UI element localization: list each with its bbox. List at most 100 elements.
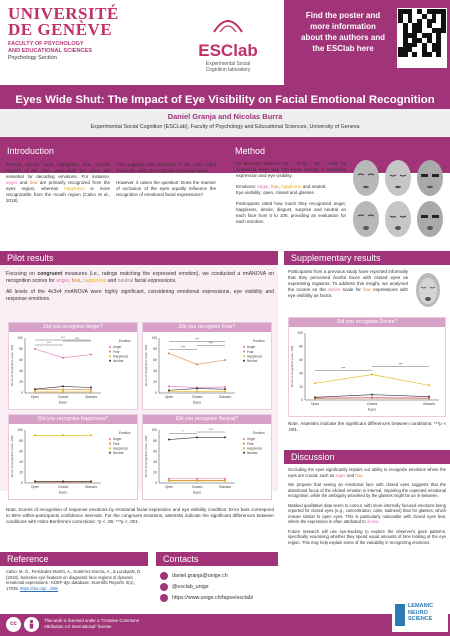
y-tick-label: 60: [153, 449, 157, 453]
reference-header: Reference: [0, 552, 148, 566]
pilot-p2: All levels of the 4x3x4 rmANOVA were hig…: [6, 289, 274, 302]
emotion-anger: anger: [257, 184, 269, 189]
x-axis-label: Eyes: [193, 401, 201, 405]
y-axis-label: Score of recognition (max. 100): [10, 436, 14, 478]
contact-url[interactable]: https://www.unige.ch/fapse/esclab/: [172, 594, 254, 601]
pilot-p1: Focusing on congruent measures (i.e., ra…: [6, 271, 275, 284]
data-point: [168, 477, 170, 480]
legend-entry: Neutral: [247, 451, 258, 455]
email-icon: [160, 571, 168, 580]
contact-email-row[interactable]: daniel.granja@unige.ch: [160, 570, 282, 581]
chart-happiness: Did you recognise Happiness? 0 20 40 60 80 100…: [8, 414, 138, 500]
legend-entry: Happiness: [113, 446, 128, 450]
legend-swatch: [109, 442, 111, 445]
y-tick-label: 80: [153, 439, 157, 443]
significance-label: ***: [75, 337, 80, 341]
x-tick-label: Open: [31, 485, 39, 489]
legend-title: Emotion: [253, 431, 265, 435]
reference-doi-link[interactable]: https://doi.org/.../d8n: [19, 585, 59, 591]
significance-label: ***: [47, 341, 52, 345]
legend-entry: Anger: [247, 437, 256, 441]
series-line-happiness: [314, 374, 430, 386]
data-point: [196, 479, 198, 482]
data-point: [62, 356, 64, 359]
data-point: [196, 436, 198, 439]
eyes-mark: [357, 214, 375, 217]
y-tick-label: 100: [17, 428, 23, 432]
x-tick-label: Glasses: [85, 485, 98, 489]
series-line-anger: [34, 348, 92, 359]
method-participants: 50 bachelor students (M = 22.82 ; SD = 4…: [236, 161, 346, 178]
data-point: [34, 390, 36, 393]
data-point: [224, 479, 226, 482]
legend-swatch: [243, 350, 245, 353]
data-point: [90, 480, 92, 483]
discussion-p3: Masked qualitative data seem to concur, …: [288, 502, 446, 525]
data-point: [224, 385, 226, 388]
data-point: [62, 434, 64, 437]
contacts-header: Contacts: [156, 552, 278, 566]
face-stimulus: [353, 160, 379, 196]
significance-label: ***: [209, 428, 214, 432]
chart-title: Did you recognise Desire?: [289, 318, 445, 327]
chart-fear: Did you recognise Fear? 0 20 40 60 80 100 Score…: [142, 322, 272, 410]
pilot-text: Focusing on congruent measures (i.e., ra…: [6, 271, 274, 303]
chart-neutral: Did you recognise Neutral? 0 20 40 60 80 100 Sc…: [142, 414, 272, 500]
x-tick-label: Closed: [58, 395, 69, 399]
legend-swatch: [109, 346, 111, 348]
legend-swatch: [109, 359, 111, 362]
face-stimulus: [417, 201, 443, 237]
data-point: [428, 395, 430, 398]
chart-anger: Did you recognise Anger? 0 20 40 60 80 100 Scor…: [8, 322, 138, 410]
y-tick-label: 20: [153, 380, 157, 384]
x-axis-label: Eyes: [368, 408, 376, 412]
contact-handle-row[interactable]: @esclab_unige: [160, 581, 282, 592]
x-tick-label: Closed: [58, 485, 69, 489]
globe-icon: [160, 593, 168, 602]
esclab-arc-icon: [213, 20, 243, 33]
data-point: [224, 436, 226, 439]
authors: Daniel Granja and Nicolas Burra: [167, 112, 283, 121]
contact-url-row[interactable]: https://www.unige.ch/fapse/esclab/: [160, 592, 282, 603]
mouth-mark: [427, 226, 433, 230]
emotion-neutral: neutral: [311, 184, 326, 189]
legend-title: Emotion: [253, 339, 265, 343]
reference-text: Calvo, M. G., Fernández-Martín, A., Guti…: [6, 569, 144, 591]
contact-email[interactable]: daniel.granja@unige.ch: [172, 572, 228, 579]
y-tick-label: 0: [155, 481, 157, 485]
mouth-mark: [427, 185, 433, 189]
legend-swatch: [243, 442, 245, 445]
intro-col2b: However, it raises the question: Does th…: [116, 180, 216, 197]
contact-handle[interactable]: @esclab_unige: [172, 583, 209, 590]
data-point: [34, 480, 36, 483]
qr-code-icon[interactable]: [397, 8, 447, 68]
mouth-mark: [363, 226, 369, 230]
y-axis-label: Score of recognition (max. 100): [144, 436, 148, 478]
x-axis-label: Eyes: [59, 401, 67, 405]
data-point: [62, 385, 64, 388]
legend-swatch: [243, 355, 245, 358]
faculty-name: FACULTY OF PSYCHOLOGY AND EDUCATIONAL SC…: [8, 41, 93, 54]
y-tick-label: 40: [19, 460, 23, 464]
legend-entry: Anger: [113, 345, 122, 349]
legend-swatch: [109, 447, 111, 450]
y-tick-label: 80: [19, 347, 23, 351]
cc-icon: cc: [6, 617, 21, 632]
intro-header: Introduction: [0, 144, 222, 158]
university-logo: UNIVERSITÉ DE GENÈVE FACULTY OF PSYCHOLO…: [8, 5, 148, 74]
data-point: [34, 388, 36, 391]
data-point: [90, 434, 92, 437]
data-point: [168, 438, 170, 441]
y-tick-label: 60: [299, 358, 303, 362]
affiliation: Experimental Social Cognition (ESCLab), …: [90, 124, 360, 130]
data-point: [196, 387, 198, 390]
y-tick-label: 40: [299, 371, 303, 375]
y-tick-label: 100: [151, 428, 157, 432]
mouth-mark: [395, 226, 401, 230]
lab-subtitle: Experimental Social Cognition laboratory: [205, 61, 251, 73]
face-stimuli-grid: [350, 158, 446, 240]
emotion-fear: fear: [271, 184, 279, 189]
legend-entry: Anger: [113, 437, 122, 441]
y-tick-label: 40: [153, 460, 157, 464]
author-band: [0, 109, 450, 137]
